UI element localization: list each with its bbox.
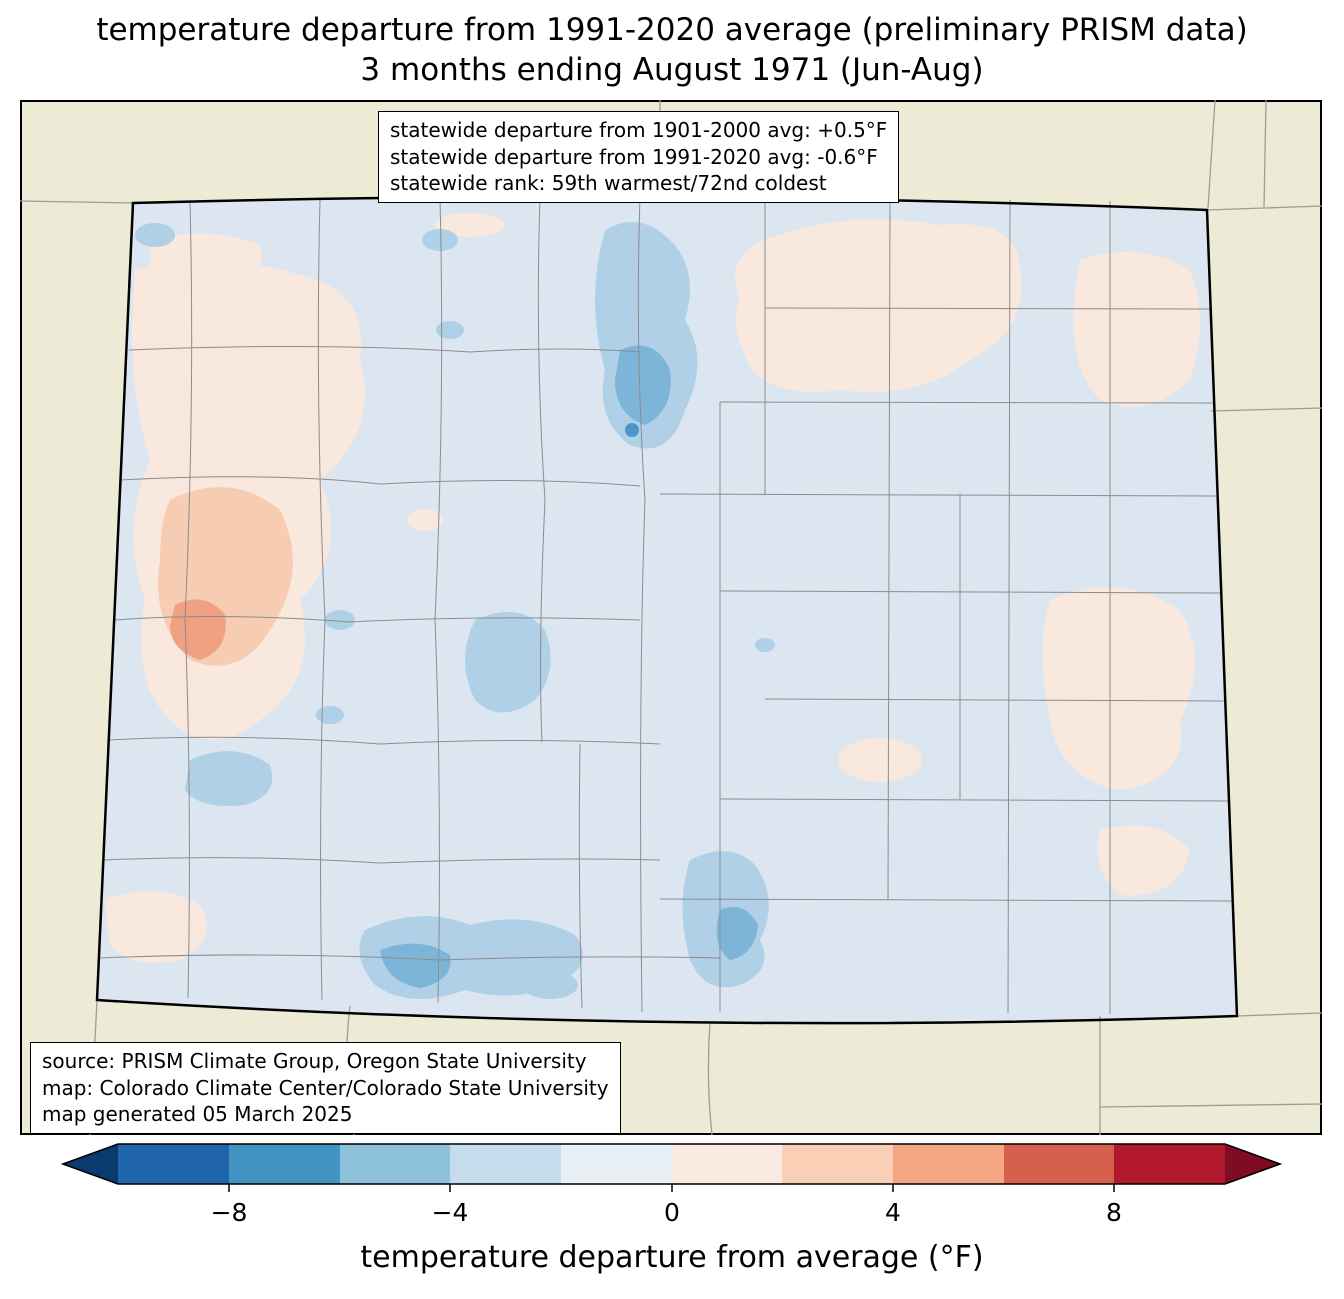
colorbar-axis-label: temperature departure from average (°F) (360, 1240, 984, 1275)
source-box: source: PRISM Climate Group, Oregon Stat… (30, 1042, 621, 1134)
warm-region (1042, 587, 1195, 790)
colorbar-segment (1004, 1144, 1114, 1184)
cool-region-coldest (625, 423, 639, 437)
page-title: temperature departure from 1991-2020 ave… (96, 12, 1248, 48)
cool-region (422, 229, 458, 251)
colorbar-arrow-left (63, 1144, 118, 1184)
colorbar-outline (60, 1143, 1283, 1185)
cool-region (522, 971, 578, 999)
colorbar-tick-label: −8 (210, 1198, 248, 1227)
cool-region (185, 751, 273, 806)
colorbar-segment (782, 1144, 893, 1184)
page-subtitle: 3 months ending August 1971 (Jun-Aug) (360, 52, 984, 88)
cool-region-core (615, 345, 671, 425)
cool-region (436, 321, 464, 339)
cool-region-core (380, 943, 451, 988)
warm-region (150, 233, 262, 291)
colorado-anomaly-map (20, 100, 1322, 1135)
colorbar-tick-marks (228, 1184, 1115, 1192)
county-borders (98, 196, 1234, 1014)
state-fill-colorado (97, 196, 1237, 1024)
warm-region (435, 213, 505, 237)
cool-region (755, 638, 775, 652)
warm-region (105, 891, 207, 963)
cool-region (316, 706, 344, 724)
warm-region (838, 738, 922, 782)
cool-region (135, 223, 175, 247)
colorbar-segment (118, 1144, 229, 1184)
colorbar-segment (229, 1144, 340, 1184)
statewide-stats-box: statewide departure from 1901-2000 avg: … (378, 111, 900, 203)
warm-region (1097, 825, 1190, 896)
cool-anomaly-regions (135, 222, 775, 999)
colorbar-segment (450, 1144, 561, 1184)
warm-region (407, 509, 443, 531)
generated-date-line: map generated 05 March 2025 (42, 1102, 353, 1127)
colorbar-tick-label: −4 (431, 1198, 469, 1227)
warm-region (1073, 252, 1200, 407)
colorbar-tick-label: 0 (664, 1198, 680, 1227)
colorbar-segment (672, 1144, 782, 1184)
warm-region (735, 219, 1022, 392)
stat-departure-1991-2020: statewide departure from 1991-2020 avg: … (390, 144, 878, 169)
cool-region-core (716, 907, 758, 960)
colorbar (60, 1143, 1283, 1192)
colorbar-tick-label: 4 (885, 1198, 901, 1227)
stat-rank: statewide rank: 59th warmest/72nd coldes… (390, 171, 827, 196)
colorbar-arrow-right (1225, 1144, 1280, 1184)
warm-anomaly-regions (105, 213, 1200, 963)
cool-region (465, 612, 551, 713)
map-credit-line: map: Colorado Climate Center/Colorado St… (42, 1075, 609, 1100)
warm-region-salmon (170, 599, 226, 660)
source-line: source: PRISM Climate Group, Oregon Stat… (42, 1049, 587, 1073)
colorbar-segment (340, 1144, 450, 1184)
stat-departure-1901-2000: statewide departure from 1901-2000 avg: … (390, 118, 888, 142)
colorbar-tick-label: 8 (1106, 1198, 1122, 1227)
colorbar-segment (561, 1144, 672, 1184)
cool-region (325, 610, 355, 630)
colorbar-segment (1114, 1144, 1225, 1184)
colorbar-segment (893, 1144, 1004, 1184)
